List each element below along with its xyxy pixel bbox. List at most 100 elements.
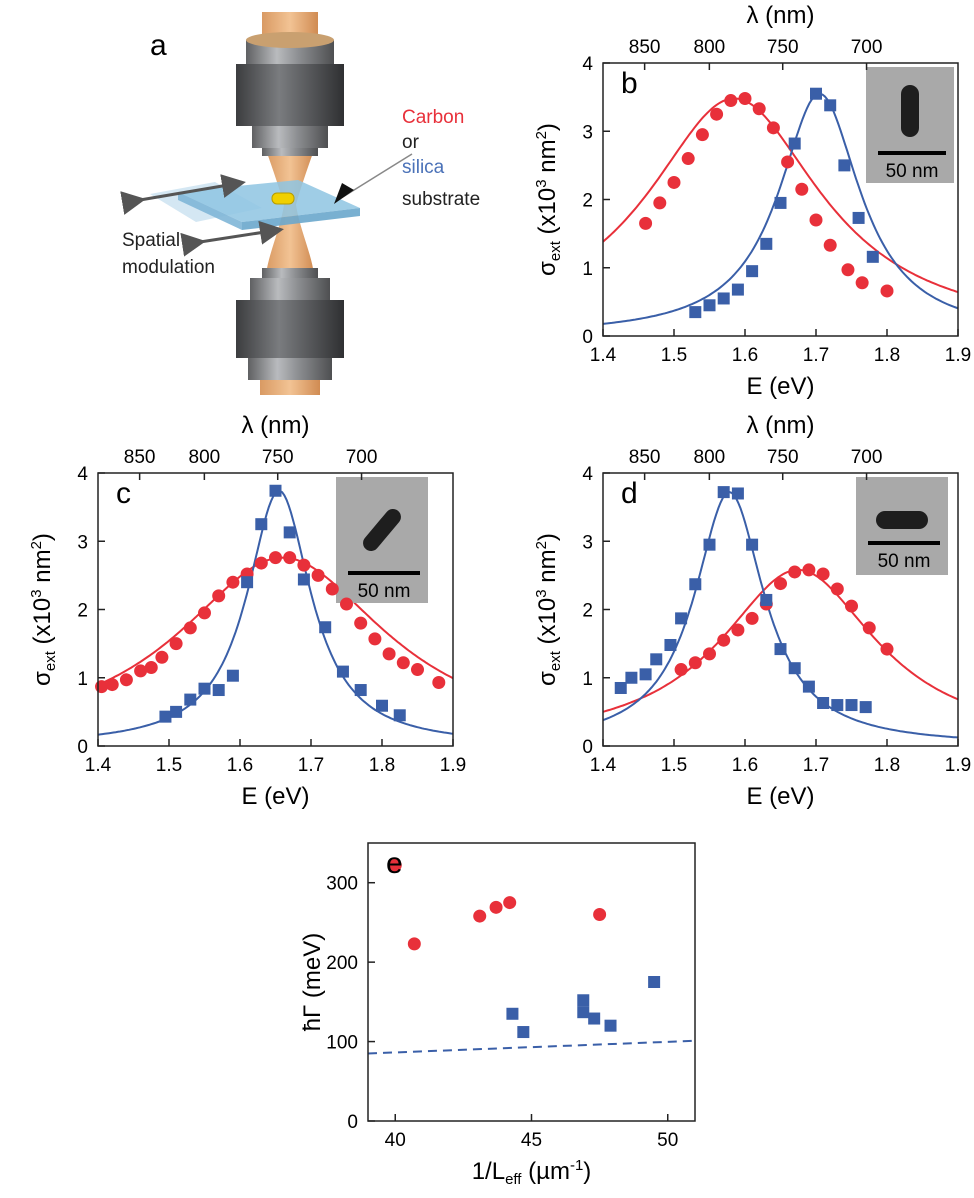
data-point-circle bbox=[388, 858, 402, 872]
data-point-circle bbox=[198, 606, 211, 620]
x-tick-label: 1.9 bbox=[945, 755, 971, 776]
label-modulation: modulation bbox=[122, 257, 215, 278]
data-point-circle bbox=[809, 213, 823, 227]
top-tick-label: 850 bbox=[629, 37, 661, 58]
tem-inset: 50 nm bbox=[866, 67, 954, 183]
top-tick-label: 750 bbox=[767, 447, 799, 468]
data-point-circle bbox=[724, 94, 738, 108]
data-point-circle bbox=[695, 128, 709, 142]
spatial-modulation-arrows bbox=[120, 174, 284, 257]
data-point-square bbox=[376, 699, 388, 712]
y-tick-label: 2 bbox=[77, 601, 88, 622]
x-tick-label: 45 bbox=[521, 1130, 542, 1151]
chart-d: 50 nm 1.4 1.5 1.6 1.7 1.8 1.9 0 1 2 3 4 850 800 750 700… bbox=[533, 412, 971, 810]
data-point-square bbox=[746, 265, 759, 278]
data-point-square bbox=[393, 709, 406, 722]
y-tick-label: 3 bbox=[582, 122, 593, 143]
data-point-circle bbox=[283, 551, 297, 565]
x-axis-label: E (eV) bbox=[746, 373, 814, 400]
x-tick-label: 1.8 bbox=[874, 345, 900, 366]
x-tick-label: 1.6 bbox=[732, 755, 758, 776]
y-axis-label: σext (x103 nm2) bbox=[533, 123, 564, 276]
top-axis-label: λ (nm) bbox=[747, 412, 815, 439]
y-tick-label: 0 bbox=[582, 327, 593, 348]
data-point-square bbox=[588, 1012, 601, 1025]
data-point-circle bbox=[473, 909, 487, 923]
y-tick-label: 1 bbox=[77, 669, 88, 690]
data-point-circle bbox=[411, 663, 424, 677]
panel-a-letter: a bbox=[150, 29, 167, 62]
fit-curve bbox=[602, 97, 959, 294]
plot-frame bbox=[367, 842, 696, 1122]
x-tick-label: 1.4 bbox=[590, 345, 617, 366]
data-point-square bbox=[336, 665, 349, 678]
data-point-circle bbox=[752, 102, 766, 116]
data-point-square bbox=[184, 693, 197, 706]
series-circle bbox=[388, 858, 607, 951]
data-point-circle bbox=[703, 647, 716, 661]
x-axis-label: E (eV) bbox=[746, 783, 814, 810]
data-point-circle bbox=[183, 621, 197, 635]
y-tick-label: 4 bbox=[77, 464, 88, 485]
data-point-square bbox=[241, 576, 254, 589]
top-axis-label: λ (nm) bbox=[242, 412, 310, 439]
data-point-square bbox=[859, 701, 872, 714]
series-square bbox=[689, 87, 879, 319]
y-axis-label: σext (x103 nm2) bbox=[28, 533, 59, 686]
data-point-square bbox=[664, 638, 677, 651]
top-tick-label: 800 bbox=[694, 447, 726, 468]
upper-objective bbox=[236, 32, 344, 156]
x-tick-label: 1.7 bbox=[298, 755, 324, 776]
y-tick-label: 100 bbox=[326, 1033, 358, 1054]
y-tick-label: 200 bbox=[326, 953, 358, 974]
x-tick-label: 1.4 bbox=[590, 755, 617, 776]
data-point-square bbox=[354, 684, 367, 697]
data-point-square bbox=[506, 1007, 519, 1020]
data-point-circle bbox=[795, 182, 809, 196]
x-tick-label: 1.9 bbox=[945, 345, 971, 366]
data-point-square bbox=[817, 697, 830, 710]
data-point-square bbox=[650, 653, 663, 666]
data-point-circle bbox=[880, 642, 894, 656]
label-spatial: Spatial bbox=[122, 230, 180, 251]
data-point-square bbox=[226, 669, 239, 682]
x-tick-label: 40 bbox=[385, 1130, 406, 1151]
substrate-pointer bbox=[334, 153, 413, 204]
scale-bar-label: 50 nm bbox=[878, 551, 931, 572]
data-point-square bbox=[212, 684, 225, 697]
data-point-square bbox=[577, 994, 590, 1007]
panel-a-schematic: a bbox=[120, 12, 480, 395]
x-axis-label: E (eV) bbox=[241, 783, 309, 810]
data-point-circle bbox=[254, 556, 268, 570]
x-tick-label: 1.9 bbox=[440, 755, 466, 776]
data-point-circle bbox=[407, 937, 421, 951]
data-point-square bbox=[703, 538, 716, 551]
x-tick-label: 1.8 bbox=[874, 755, 900, 776]
y-axis-label: σext (x103 nm2) bbox=[533, 533, 564, 686]
top-tick-label: 750 bbox=[767, 37, 799, 58]
data-point-circle bbox=[855, 276, 869, 290]
data-point-circle bbox=[667, 175, 681, 189]
y-tick-label: 0 bbox=[582, 737, 593, 758]
data-point-circle bbox=[845, 599, 858, 613]
data-point-square bbox=[760, 593, 773, 606]
data-point-circle bbox=[717, 633, 731, 647]
data-point-square bbox=[774, 196, 787, 209]
data-point-circle bbox=[738, 91, 752, 105]
top-tick-label: 850 bbox=[124, 447, 156, 468]
data-point-square bbox=[269, 484, 282, 497]
top-axis-label: λ (nm) bbox=[747, 2, 815, 29]
series-square bbox=[506, 976, 661, 1039]
data-point-circle bbox=[432, 676, 446, 690]
series-square bbox=[159, 484, 406, 723]
beam-bottom bbox=[260, 380, 320, 395]
data-point-square bbox=[604, 1019, 617, 1032]
data-point-circle bbox=[593, 907, 607, 921]
chart-c: 50 nm 1.4 1.5 1.6 1.7 1.8 1.9 0 1 2 3 4 850 800 750 700… bbox=[28, 412, 466, 810]
data-point-square bbox=[717, 292, 730, 305]
series-circle bbox=[674, 563, 894, 677]
data-point-square bbox=[675, 612, 688, 625]
data-point-circle bbox=[119, 673, 133, 687]
data-point-circle bbox=[731, 623, 745, 637]
data-point-square bbox=[845, 699, 858, 712]
